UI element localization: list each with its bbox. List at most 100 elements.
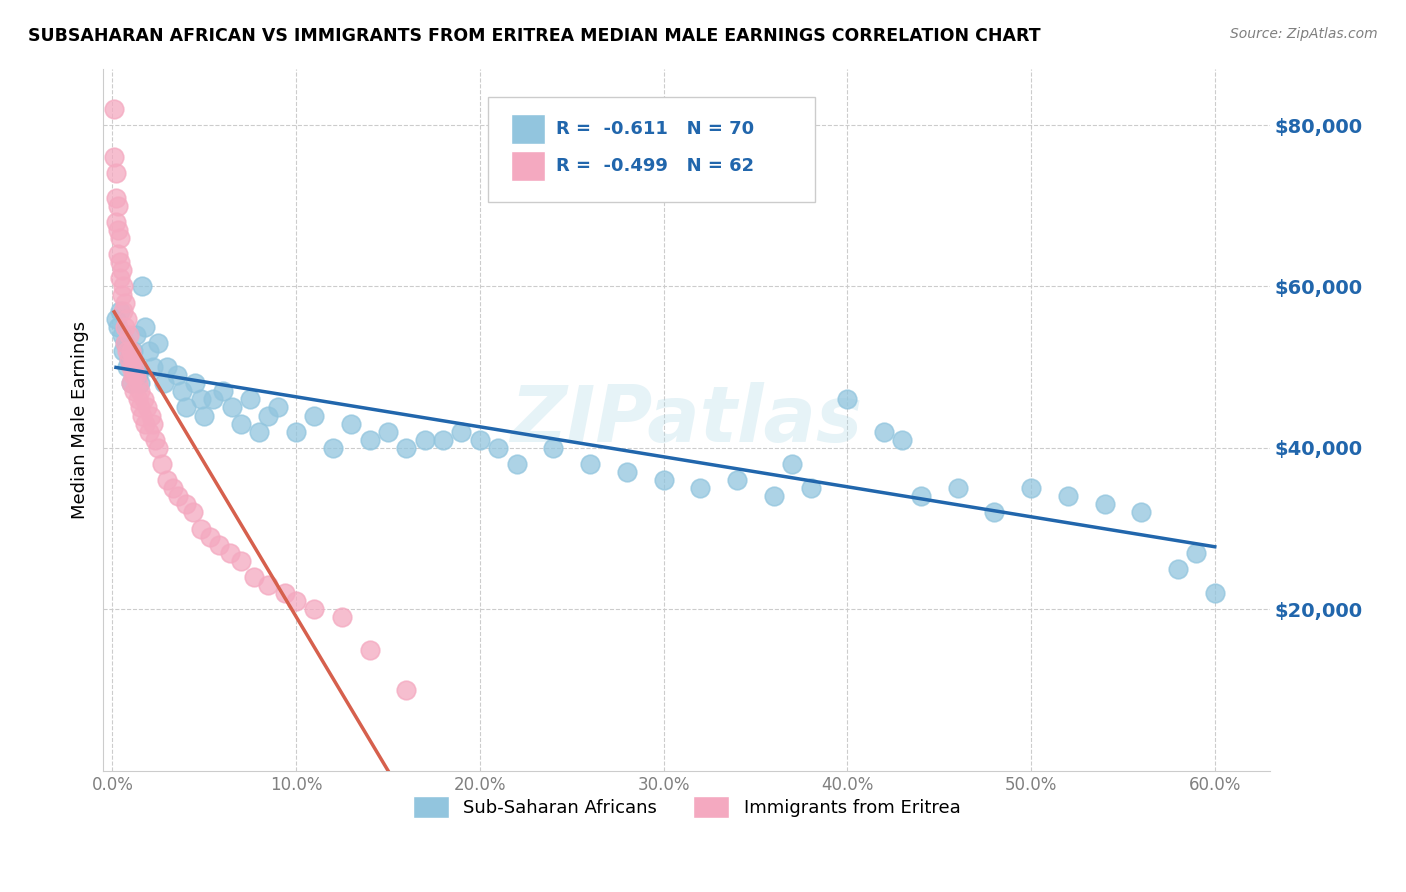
Text: R =  -0.611   N = 70: R = -0.611 N = 70 <box>555 120 754 138</box>
Point <box>184 376 207 391</box>
Point <box>413 433 436 447</box>
Point <box>359 642 381 657</box>
Point <box>340 417 363 431</box>
Point <box>118 327 141 342</box>
Point <box>150 457 173 471</box>
Point <box>114 335 136 350</box>
Point <box>395 441 418 455</box>
Point <box>120 376 142 391</box>
Point <box>128 401 150 415</box>
Point <box>143 433 166 447</box>
Point <box>395 683 418 698</box>
Point <box>891 433 914 447</box>
Point <box>138 344 160 359</box>
Point <box>125 327 148 342</box>
Point <box>110 327 132 342</box>
Point <box>162 481 184 495</box>
Point <box>946 481 969 495</box>
Point <box>211 384 233 399</box>
Point <box>725 473 748 487</box>
Point <box>118 352 141 367</box>
Point <box>432 433 454 447</box>
Point <box>579 457 602 471</box>
Point <box>121 344 143 359</box>
Point <box>108 303 131 318</box>
Point <box>112 279 135 293</box>
Point <box>689 481 711 495</box>
Point <box>107 247 129 261</box>
Point <box>543 441 565 455</box>
Point <box>156 473 179 487</box>
Point <box>120 344 142 359</box>
Point <box>780 457 803 471</box>
Point <box>138 425 160 439</box>
Point <box>202 392 225 407</box>
Point <box>257 578 280 592</box>
Point <box>104 215 127 229</box>
Point <box>108 271 131 285</box>
Point <box>148 441 170 455</box>
Point <box>257 409 280 423</box>
Text: SUBSAHARAN AFRICAN VS IMMIGRANTS FROM ERITREA MEDIAN MALE EARNINGS CORRELATION C: SUBSAHARAN AFRICAN VS IMMIGRANTS FROM ER… <box>28 27 1040 45</box>
Point <box>134 417 156 431</box>
Point <box>166 368 188 383</box>
Y-axis label: Median Male Earnings: Median Male Earnings <box>72 320 89 518</box>
Point <box>121 368 143 383</box>
Point <box>219 546 242 560</box>
Point <box>156 360 179 375</box>
Point <box>190 522 212 536</box>
Point <box>112 344 135 359</box>
Point <box>131 279 153 293</box>
Point <box>104 191 127 205</box>
Point <box>152 376 174 391</box>
Point <box>229 554 252 568</box>
Point <box>285 425 308 439</box>
Point <box>837 392 859 407</box>
Point <box>247 425 270 439</box>
Point <box>103 102 125 116</box>
Point <box>107 199 129 213</box>
Point <box>486 441 509 455</box>
FancyBboxPatch shape <box>488 96 815 202</box>
Point <box>115 360 138 375</box>
Point <box>762 489 785 503</box>
Point <box>148 335 170 350</box>
Point <box>1056 489 1078 503</box>
Point <box>174 401 197 415</box>
Point <box>114 335 136 350</box>
Point <box>193 409 215 423</box>
Point <box>108 231 131 245</box>
Point <box>450 425 472 439</box>
Point <box>873 425 896 439</box>
Point <box>616 465 638 479</box>
Point <box>114 295 136 310</box>
Text: ZIPatlas: ZIPatlas <box>510 382 863 458</box>
Text: Source: ZipAtlas.com: Source: ZipAtlas.com <box>1230 27 1378 41</box>
Point <box>104 166 127 180</box>
FancyBboxPatch shape <box>512 114 546 144</box>
Point <box>142 417 165 431</box>
Legend: Sub-Saharan Africans, Immigrants from Eritrea: Sub-Saharan Africans, Immigrants from Er… <box>405 789 967 825</box>
Point <box>652 473 675 487</box>
Point <box>115 344 138 359</box>
Point <box>120 376 142 391</box>
Point <box>266 401 288 415</box>
FancyBboxPatch shape <box>512 152 546 181</box>
Point <box>1130 505 1153 519</box>
Point <box>134 319 156 334</box>
Point <box>243 570 266 584</box>
Point <box>221 401 243 415</box>
Point <box>124 360 146 375</box>
Point <box>128 376 150 391</box>
Point <box>330 610 353 624</box>
Point <box>128 384 150 399</box>
Point <box>107 223 129 237</box>
Point <box>910 489 932 503</box>
Point <box>1167 562 1189 576</box>
Point <box>468 433 491 447</box>
Point <box>114 319 136 334</box>
Point <box>208 538 231 552</box>
Point <box>142 360 165 375</box>
Point <box>104 311 127 326</box>
Point <box>229 417 252 431</box>
